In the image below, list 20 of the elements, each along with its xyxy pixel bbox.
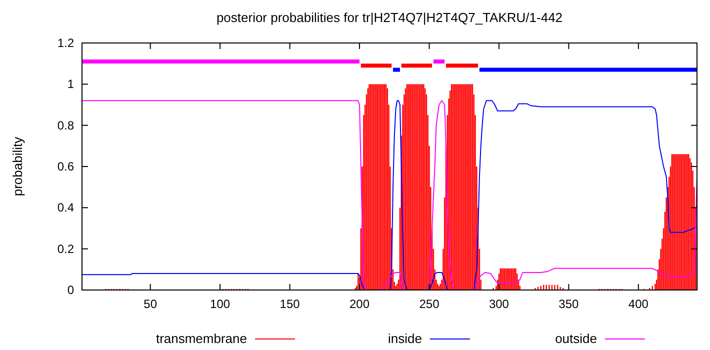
y-tick-label: 0.6 (57, 160, 74, 174)
x-tick-label: 150 (280, 297, 300, 311)
x-tick-label: 350 (558, 297, 580, 311)
y-tick-label: 1 (67, 77, 74, 92)
legend-label: outside (555, 331, 597, 346)
x-tick-label: 100 (210, 297, 230, 311)
legend-label: inside (388, 331, 422, 346)
legend-label: transmembrane (156, 331, 247, 346)
x-tick-label: 50 (144, 297, 158, 311)
x-tick-label: 400 (628, 297, 649, 311)
y-tick-label: 0.4 (57, 200, 74, 215)
chart-title: posterior probabilities for tr|H2T4Q7|H2T4Q7_TAKRU/1-442 (216, 10, 563, 25)
y-axis-title: probability (10, 136, 25, 196)
x-tick-label: 200 (350, 297, 370, 311)
x-tick-label: 300 (488, 297, 510, 311)
y-tick-label: 0 (67, 283, 74, 297)
y-tick-label: 0.2 (57, 242, 74, 256)
x-tick-label: 250 (419, 297, 440, 311)
y-tick-label: 0.8 (57, 118, 74, 132)
y-tick-label: 1.2 (57, 36, 74, 50)
